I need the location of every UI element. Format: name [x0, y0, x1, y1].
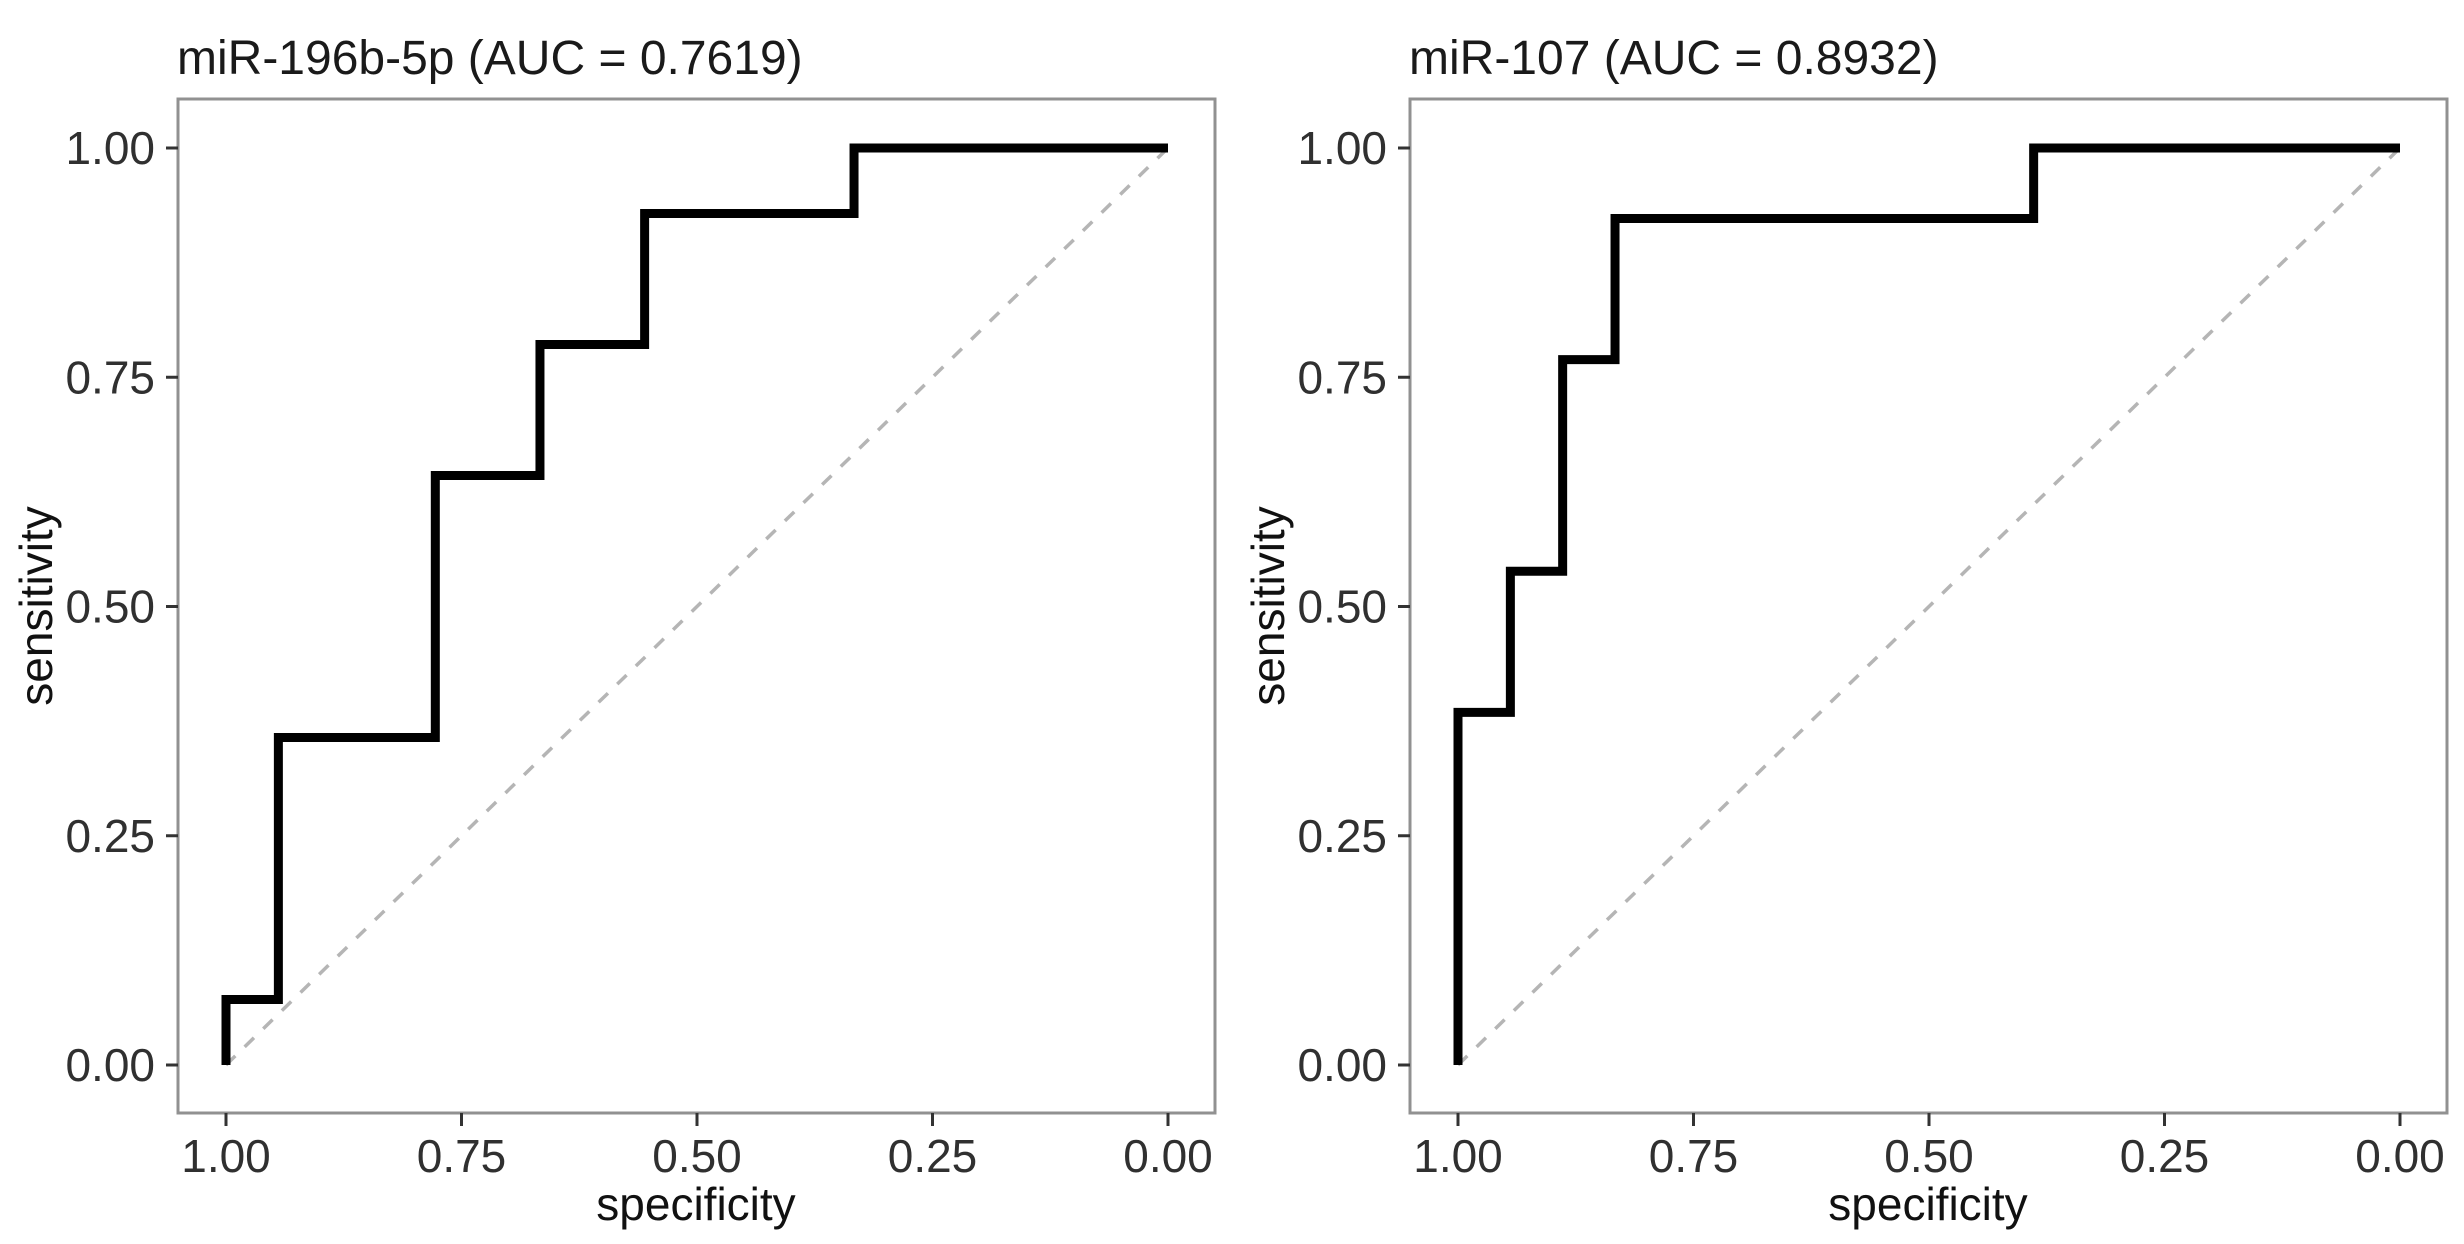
- roc-chart-mir-107: miR-107 (AUC = 0.8932) 1.00 0.75 0.50 0.…: [1242, 32, 2449, 1230]
- x-tick-label: 1.00: [1413, 1130, 1503, 1182]
- x-axis-ticks: [1456, 1113, 2402, 1126]
- y-axis-ticks: [1398, 146, 1410, 1067]
- chart-title: miR-196b-5p (AUC = 0.7619): [177, 32, 803, 85]
- y-tick-label: 1.00: [65, 122, 155, 174]
- roc-chart-mir-196b-5p: miR-196b-5p (AUC = 0.7619) 1.00 0.75 0.5…: [10, 32, 1217, 1230]
- x-tick-label: 0.75: [1649, 1130, 1739, 1182]
- curve-layer: [221, 143, 1170, 1067]
- roc-curve: [1453, 143, 2400, 1065]
- x-tick-label: 1.00: [181, 1130, 271, 1182]
- chart-panel-mir-196b-5p: miR-196b-5p (AUC = 0.7619) 1.00 0.75 0.5…: [10, 32, 1217, 1230]
- y-axis-label: sensitivity: [1242, 506, 1294, 705]
- y-axis-tick-labels: 0.00 0.25 0.50 0.75 1.00: [1297, 122, 1387, 1091]
- y-tick-label: 0.75: [65, 351, 155, 403]
- x-axis-tick-labels: 1.00 0.75 0.50 0.25 0.00: [1413, 1130, 2445, 1182]
- x-tick-label: 0.50: [652, 1130, 742, 1182]
- x-tick-label: 0.75: [417, 1130, 507, 1182]
- x-tick-label: 0.25: [888, 1130, 978, 1182]
- y-tick-label: 0.75: [1297, 351, 1387, 403]
- roc-curve: [221, 143, 1168, 1065]
- x-tick-label: 0.00: [2355, 1130, 2445, 1182]
- x-axis-label: specificity: [1828, 1178, 2027, 1230]
- x-axis-label: specificity: [596, 1178, 795, 1230]
- y-tick-label: 0.50: [1297, 581, 1387, 633]
- x-tick-label: 0.25: [2120, 1130, 2210, 1182]
- curve-layer: [1453, 143, 2402, 1067]
- chart-panel-mir-107: miR-107 (AUC = 0.8932) 1.00 0.75 0.50 0.…: [1232, 0, 2464, 1244]
- y-tick-label: 1.00: [1297, 122, 1387, 174]
- y-tick-label: 0.25: [65, 810, 155, 862]
- x-axis-ticks: [224, 1113, 1170, 1126]
- x-tick-label: 0.50: [1884, 1130, 1974, 1182]
- chart-title: miR-107 (AUC = 0.8932): [1409, 32, 1939, 85]
- x-axis-tick-labels: 1.00 0.75 0.50 0.25 0.00: [181, 1130, 1213, 1182]
- y-tick-label: 0.00: [65, 1039, 155, 1091]
- y-axis-label: sensitivity: [10, 506, 62, 705]
- reference-diagonal: [224, 146, 1170, 1067]
- y-axis-ticks: [166, 146, 178, 1067]
- y-tick-label: 0.25: [1297, 810, 1387, 862]
- x-tick-label: 0.00: [1123, 1130, 1213, 1182]
- y-axis-tick-labels: 0.00 0.25 0.50 0.75 1.00: [65, 122, 155, 1091]
- y-tick-label: 0.00: [1297, 1039, 1387, 1091]
- reference-diagonal: [1456, 146, 2402, 1067]
- y-tick-label: 0.50: [65, 581, 155, 633]
